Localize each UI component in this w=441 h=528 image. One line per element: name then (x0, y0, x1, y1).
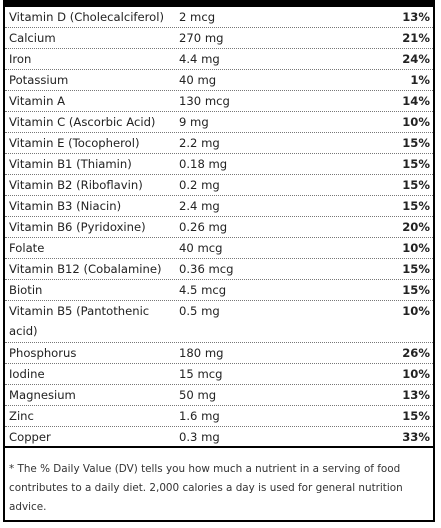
nutrient-amount: 9 mg (179, 115, 209, 129)
nutrient-amount: 0.3 mg (179, 430, 220, 444)
nutrient-daily-value: 15% (402, 199, 430, 213)
nutrient-amount: 270 mg (179, 31, 224, 45)
nutrient-name: Vitamin B12 (Cobalamine) (9, 262, 162, 276)
nutrient-row: Calcium 270 mg 21% (5, 28, 433, 49)
nutrient-daily-value: 15% (402, 283, 430, 297)
nutrient-daily-value: 33% (402, 430, 430, 444)
nutrient-daily-value: 10% (402, 115, 430, 129)
nutrient-row: Folate 40 mcg 10% (5, 238, 433, 259)
nutrient-row: Zinc 1.6 mg 15% (5, 406, 433, 427)
nutrient-amount: 40 mg (179, 73, 217, 87)
nutrient-daily-value: 21% (402, 31, 430, 45)
nutrient-daily-value: 15% (402, 136, 430, 150)
nutrient-row: Vitamin B2 (Riboflavin) 0.2 mg 15% (5, 175, 433, 196)
nutrient-amount: 180 mg (179, 346, 224, 360)
nutrient-name: Biotin (9, 283, 43, 297)
nutrient-amount: 50 mg (179, 388, 217, 402)
nutrient-row: Vitamin B6 (Pyridoxine) 0.26 mg 20% (5, 217, 433, 238)
nutrient-name: Folate (9, 241, 45, 255)
nutrient-name: Iron (9, 52, 32, 66)
nutrient-name: Magnesium (9, 388, 76, 402)
nutrient-name: Vitamin B6 (Pyridoxine) (9, 220, 146, 234)
nutrient-row: Vitamin C (Ascorbic Acid) 9 mg 10% (5, 112, 433, 133)
nutrient-amount: 40 mcg (179, 241, 223, 255)
nutrient-amount: 0.36 mcg (179, 262, 234, 276)
nutrient-row: Potassium 40 mg 1% (5, 70, 433, 91)
nutrient-name: Vitamin B5 (Pantothenic acid) (9, 304, 150, 338)
nutrient-amount: 2.2 mg (179, 136, 220, 150)
nutrient-name: Iodine (9, 367, 45, 381)
nutrition-facts-panel: Vitamin D (Cholecalciferol) 2 mcg 13% Calci… (3, 0, 435, 522)
nutrient-amount: 2 mcg (179, 10, 216, 24)
nutrient-amount: 0.26 mg (179, 220, 228, 234)
nutrient-amount: 4.4 mg (179, 52, 220, 66)
nutrient-name: Vitamin C (Ascorbic Acid) (9, 115, 156, 129)
nutrient-name: Vitamin B1 (Thiamin) (9, 157, 132, 171)
nutrient-name: Zinc (9, 409, 34, 423)
nutrient-daily-value: 24% (402, 52, 430, 66)
nutrient-amount: 130 mcg (179, 94, 230, 108)
nutrient-name: Vitamin A (9, 94, 66, 108)
nutrient-daily-value: 13% (402, 388, 430, 402)
nutrient-daily-value: 10% (402, 241, 430, 255)
top-rule (5, 0, 433, 7)
nutrient-amount: 15 mcg (179, 367, 223, 381)
nutrient-daily-value: 1% (410, 73, 430, 87)
nutrient-row: Biotin 4.5 mcg 15% (5, 280, 433, 301)
nutrient-name: Vitamin B3 (Niacin) (9, 199, 122, 213)
nutrient-amount: 2.4 mg (179, 199, 220, 213)
nutrient-row: Vitamin B3 (Niacin) 2.4 mg 15% (5, 196, 433, 217)
nutrient-row: Phosphorus 180 mg 26% (5, 343, 433, 364)
nutrient-daily-value: 26% (402, 346, 430, 360)
nutrient-daily-value: 20% (402, 220, 430, 234)
nutrient-amount: 4.5 mcg (179, 283, 227, 297)
nutrient-row: Vitamin D (Cholecalciferol) 2 mcg 13% (5, 7, 433, 28)
nutrient-name: Vitamin E (Tocopherol) (9, 136, 140, 150)
nutrient-daily-value: 15% (402, 262, 430, 276)
nutrient-row: Copper 0.3 mg 33% (5, 427, 433, 448)
nutrient-name: Potassium (9, 73, 69, 87)
nutrient-row: Vitamin B1 (Thiamin) 0.18 mg 15% (5, 154, 433, 175)
nutrient-name: Copper (9, 430, 51, 444)
nutrient-row: Vitamin E (Tocopherol) 2.2 mg 15% (5, 133, 433, 154)
nutrient-amount: 0.2 mg (179, 178, 220, 192)
nutrient-row: Iron 4.4 mg 24% (5, 49, 433, 70)
nutrient-name: Calcium (9, 31, 56, 45)
nutrient-name: Vitamin B2 (Riboflavin) (9, 178, 143, 192)
nutrient-row: Vitamin B12 (Cobalamine) 0.36 mcg 15% (5, 259, 433, 280)
nutrient-row: Magnesium 50 mg 13% (5, 385, 433, 406)
nutrient-name: Phosphorus (9, 346, 77, 360)
nutrient-daily-value: 15% (402, 157, 430, 171)
nutrient-daily-value: 10% (402, 304, 430, 318)
nutrient-amount: 1.6 mg (179, 409, 220, 423)
nutrient-amount: 0.5 mg (179, 304, 220, 318)
nutrient-row: Vitamin A 130 mcg 14% (5, 91, 433, 112)
nutrient-daily-value: 10% (402, 367, 430, 381)
daily-value-footnote: * The % Daily Value (DV) tells you how m… (9, 463, 403, 513)
nutrient-table: Vitamin D (Cholecalciferol) 2 mcg 13% Calci… (5, 7, 433, 448)
nutrient-daily-value: 13% (402, 10, 430, 24)
nutrient-name: Vitamin D (Cholecalciferol) (9, 10, 164, 24)
nutrient-row: Vitamin B5 (Pantothenic acid) 0.5 mg 10% (5, 301, 433, 343)
nutrient-daily-value: 15% (402, 409, 430, 423)
nutrient-daily-value: 14% (402, 94, 430, 108)
nutrient-row: Iodine 15 mcg 10% (5, 364, 433, 385)
nutrient-amount: 0.18 mg (179, 157, 228, 171)
nutrient-daily-value: 15% (402, 178, 430, 192)
